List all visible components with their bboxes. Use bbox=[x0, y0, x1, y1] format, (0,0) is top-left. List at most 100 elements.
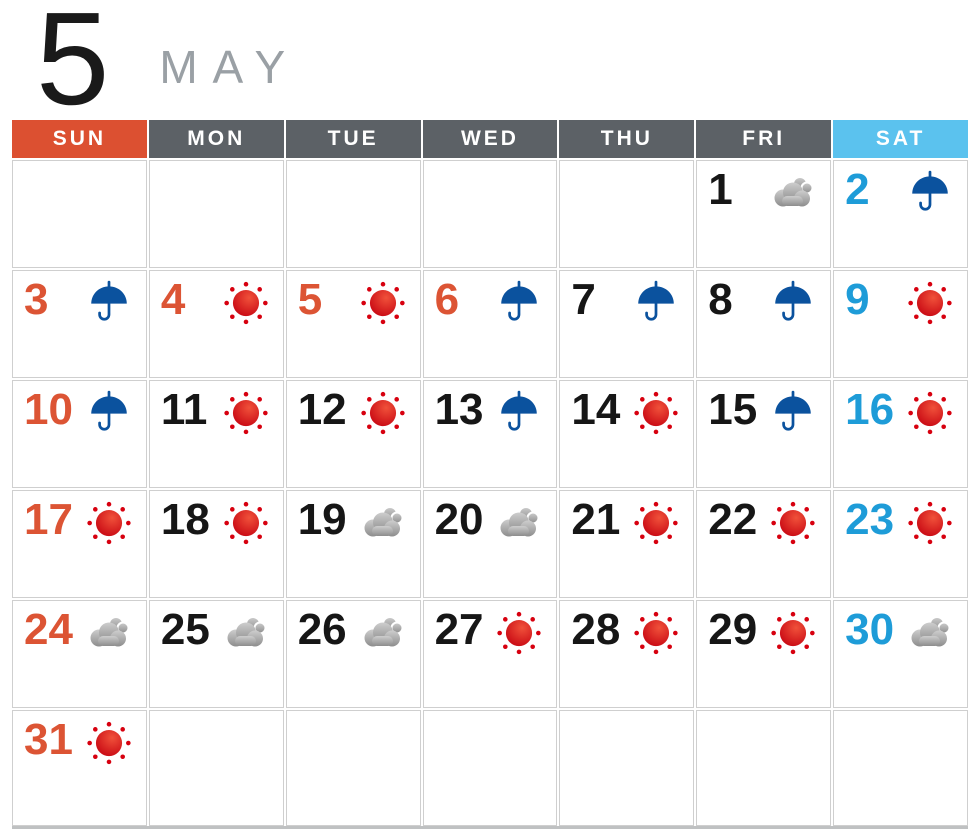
day-cell-empty bbox=[148, 160, 284, 268]
sun-icon bbox=[497, 611, 542, 655]
day-number: 13 bbox=[434, 385, 484, 434]
day-cell-9[interactable]: 9 bbox=[833, 270, 968, 378]
sun-icon bbox=[634, 391, 678, 435]
day-number: 22 bbox=[708, 495, 758, 544]
day-number: 31 bbox=[24, 715, 73, 764]
day-cell-7[interactable]: 7 bbox=[559, 270, 695, 378]
sun-icon bbox=[224, 281, 268, 325]
cloud-icon bbox=[90, 616, 130, 647]
day-cell-empty bbox=[285, 710, 421, 826]
day-cell-13[interactable]: 13 bbox=[422, 380, 558, 488]
month-number: 5 bbox=[36, 0, 109, 133]
day-cell-15[interactable]: 15 bbox=[696, 380, 832, 488]
calendar-title: 5 MAY bbox=[36, 0, 300, 133]
umbrella-icon bbox=[501, 390, 538, 431]
day-cell-21[interactable]: 21 bbox=[559, 490, 695, 598]
weekday-header-tue: TUE bbox=[285, 120, 421, 158]
sun-icon bbox=[634, 501, 678, 545]
day-cell-empty bbox=[559, 710, 695, 826]
day-number: 21 bbox=[571, 495, 621, 544]
day-number: 20 bbox=[434, 495, 484, 544]
day-cell-26[interactable]: 26 bbox=[285, 600, 421, 708]
day-number: 16 bbox=[845, 385, 895, 434]
umbrella-icon bbox=[638, 280, 675, 321]
cloud-icon bbox=[227, 616, 267, 647]
day-cell-empty bbox=[148, 710, 284, 826]
day-cell-10[interactable]: 10 bbox=[12, 380, 147, 488]
day-number: 11 bbox=[160, 385, 208, 434]
weekday-header-sat: SAT bbox=[833, 120, 968, 158]
cloud-icon bbox=[364, 506, 404, 537]
sun-icon bbox=[771, 611, 815, 655]
sun-icon bbox=[908, 501, 952, 545]
day-number: 28 bbox=[571, 605, 621, 654]
day-number: 24 bbox=[24, 605, 73, 654]
day-cell-empty bbox=[12, 160, 147, 268]
day-cell-empty bbox=[422, 160, 558, 268]
day-number: 15 bbox=[708, 385, 758, 434]
sun-icon bbox=[771, 501, 815, 545]
day-cell-empty bbox=[422, 710, 558, 826]
day-number: 1 bbox=[708, 165, 733, 214]
day-cell-29[interactable]: 29 bbox=[696, 600, 832, 708]
month-name: MAY bbox=[159, 41, 300, 93]
day-cell-25[interactable]: 25 bbox=[148, 600, 284, 708]
day-cell-30[interactable]: 30 bbox=[833, 600, 968, 708]
day-cell-1[interactable]: 1 bbox=[696, 160, 832, 268]
day-cell-17[interactable]: 17 bbox=[12, 490, 147, 598]
cloud-icon bbox=[364, 616, 404, 647]
weekday-header-fri: FRI bbox=[696, 120, 832, 158]
day-number: 19 bbox=[297, 495, 347, 544]
day-number: 27 bbox=[434, 605, 484, 654]
day-cell-4[interactable]: 4 bbox=[148, 270, 284, 378]
weekday-header-sun: SUN bbox=[12, 120, 147, 158]
day-number: 10 bbox=[24, 385, 73, 434]
day-cell-empty bbox=[559, 160, 695, 268]
umbrella-icon bbox=[775, 390, 811, 431]
weekday-header-mon: MON bbox=[148, 120, 284, 158]
day-cell-31[interactable]: 31 bbox=[12, 710, 147, 826]
day-number: 29 bbox=[708, 605, 758, 654]
day-number: 2 bbox=[845, 165, 870, 214]
day-number: 9 bbox=[845, 275, 870, 324]
day-cell-24[interactable]: 24 bbox=[12, 600, 147, 708]
day-cell-11[interactable]: 11 bbox=[148, 380, 284, 488]
day-number: 5 bbox=[297, 275, 323, 324]
day-number: 4 bbox=[160, 275, 186, 324]
sun-icon bbox=[87, 501, 131, 545]
day-cell-16[interactable]: 16 bbox=[833, 380, 968, 488]
day-cell-14[interactable]: 14 bbox=[559, 380, 695, 488]
day-cell-2[interactable]: 2 bbox=[833, 160, 968, 268]
day-number: 25 bbox=[160, 605, 210, 654]
day-cell-empty bbox=[285, 160, 421, 268]
day-cell-empty bbox=[833, 710, 968, 826]
day-cell-8[interactable]: 8 bbox=[696, 270, 832, 378]
sun-icon bbox=[360, 281, 405, 325]
sun-icon bbox=[908, 281, 952, 325]
sun-icon bbox=[224, 501, 268, 545]
day-cell-5[interactable]: 5 bbox=[285, 270, 421, 378]
umbrella-icon bbox=[91, 280, 127, 321]
day-cell-12[interactable]: 12 bbox=[285, 380, 421, 488]
day-number: 18 bbox=[160, 495, 210, 544]
day-cell-23[interactable]: 23 bbox=[833, 490, 968, 598]
day-cell-28[interactable]: 28 bbox=[559, 600, 695, 708]
umbrella-icon bbox=[775, 280, 811, 321]
day-cell-18[interactable]: 18 bbox=[148, 490, 284, 598]
weekday-header-thu: THU bbox=[559, 120, 695, 158]
cloud-icon bbox=[911, 616, 951, 647]
day-cell-19[interactable]: 19 bbox=[285, 490, 421, 598]
weekday-header-wed: WED bbox=[422, 120, 558, 158]
sun-icon bbox=[360, 391, 405, 435]
day-number: 12 bbox=[297, 385, 347, 434]
day-number: 30 bbox=[845, 605, 895, 654]
umbrella-icon bbox=[91, 390, 127, 431]
day-cell-3[interactable]: 3 bbox=[12, 270, 147, 378]
day-cell-6[interactable]: 6 bbox=[422, 270, 558, 378]
day-cell-22[interactable]: 22 bbox=[696, 490, 832, 598]
day-number: 6 bbox=[434, 275, 460, 324]
umbrella-icon bbox=[912, 170, 948, 211]
day-cell-27[interactable]: 27 bbox=[422, 600, 558, 708]
day-number: 14 bbox=[571, 385, 621, 434]
day-cell-20[interactable]: 20 bbox=[422, 490, 558, 598]
